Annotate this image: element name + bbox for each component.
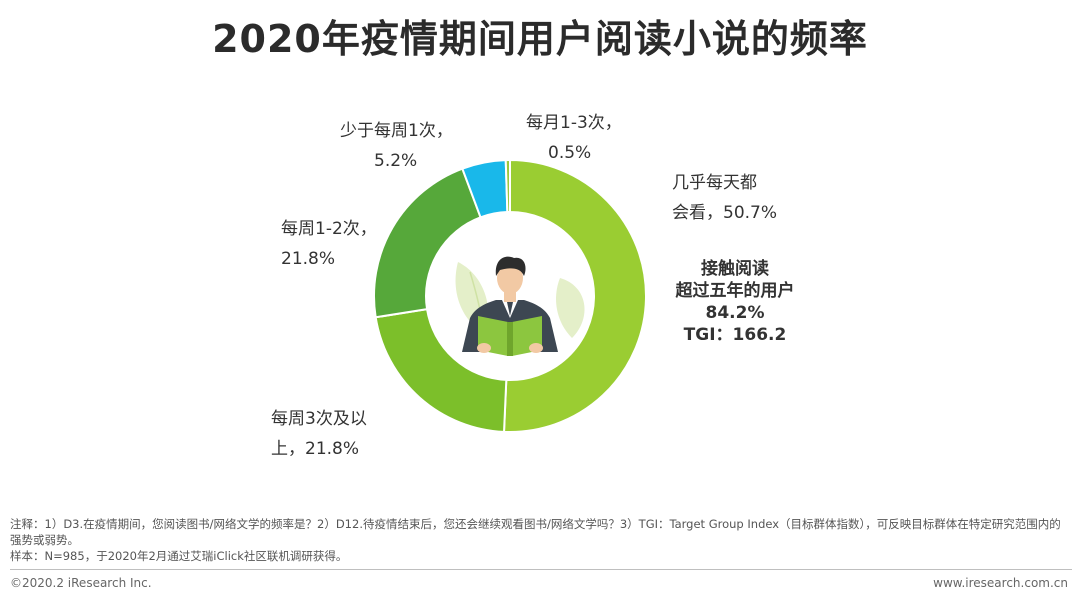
slice-daily	[502, 158, 647, 433]
callout-line-1: 接触阅读	[701, 259, 769, 279]
donut-slices	[373, 158, 647, 433]
reader-callout: 接触阅读 超过五年的用户 84.2% TGI：166.2	[628, 258, 842, 346]
callout-line-2: 超过五年的用户	[675, 281, 795, 301]
note-line-2: 样本：N=985，于2020年2月通过艾瑞iClick社区联机调研获得。	[10, 549, 348, 563]
callout-line-4: TGI：166.2	[683, 325, 787, 345]
footer-copyright: ©2020.2 iResearch Inc.	[10, 576, 152, 590]
notes: 注释：1）D3.在疫情期间，您阅读图书/网络文学的频率是？2）D12.待疫情结束…	[10, 516, 1072, 564]
callout-line-3: 84.2%	[705, 303, 765, 323]
slice-label-daily: 几乎每天都 会看，50.7%	[672, 173, 778, 223]
slice-label-monthly: 每月1-3次， 0.5%	[526, 113, 622, 163]
slice-label-3plus-weekly: 每周3次及以 上，21.8%	[271, 409, 367, 459]
note-line-1: 注释：1）D3.在疫情期间，您阅读图书/网络文学的频率是？2）D12.待疫情结束…	[10, 517, 1061, 547]
footer-divider	[10, 569, 1072, 570]
person-reading-book-icon	[455, 256, 585, 356]
slice-monthly	[504, 158, 511, 214]
slice-label-less-weekly: 少于每周1次， 5.2%	[340, 121, 453, 171]
page-title: 2020年疫情期间用户阅读小说的频率	[212, 17, 868, 61]
slice-label-1-2-weekly: 每周1-2次， 21.8%	[281, 219, 377, 269]
footer-website[interactable]: www.iresearch.com.cn	[933, 576, 1068, 590]
